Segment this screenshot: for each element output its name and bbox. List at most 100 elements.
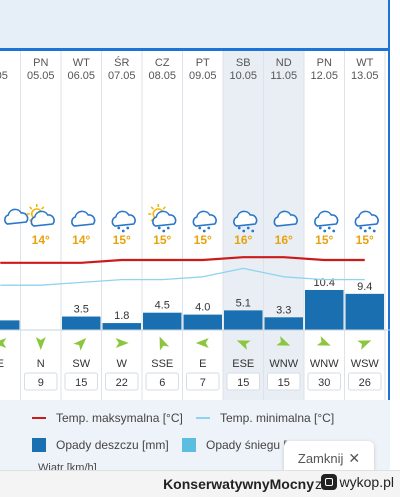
rain-drop-icon (368, 226, 372, 230)
rain-bar (224, 310, 263, 330)
rain-bar (264, 317, 303, 330)
header-accent-line (0, 48, 390, 51)
rain-bar (102, 323, 141, 330)
close-popup-label: Zamknij (297, 450, 344, 466)
rain-value-label: 4.5 (155, 300, 170, 312)
wind-arrow-icon (236, 340, 251, 350)
rain-drop-icon (332, 229, 336, 233)
sun-cloud-icon (30, 210, 55, 227)
site-name: wykop.pl (339, 474, 394, 490)
temperature-label: 14° (32, 233, 50, 247)
day-name: ŚR (114, 56, 129, 69)
wind-speed-box (307, 372, 341, 391)
temperature-label: 15° (356, 233, 374, 247)
rain-drop-icon (318, 226, 322, 230)
rain-value-label: 1.8 (114, 310, 129, 322)
cloud-heavy-rain-icon (233, 210, 258, 227)
close-popup-button[interactable]: Zamknij ✕ (284, 441, 374, 475)
rain-drop-icon (202, 229, 206, 233)
wind-direction-label: ESE (232, 358, 254, 370)
sun-cloud-rain-icon (152, 210, 177, 227)
wind-arrow-icon (195, 338, 209, 348)
rain-drop-icon (372, 229, 376, 233)
wind-speed-label: 22 (116, 377, 128, 389)
close-icon: ✕ (348, 449, 361, 466)
cloud-heavy-rain-icon (354, 210, 379, 227)
legend-snow-swatch (182, 438, 196, 452)
rain-drop-icon (157, 226, 161, 230)
day-name: CZ (155, 57, 170, 69)
legend-rain: Opady deszczu [mm] (32, 438, 169, 452)
temperature-label: 14° (72, 233, 90, 247)
legend-snow-label: Opady śniegu [ (206, 438, 287, 452)
partial-cloud-icon (4, 208, 29, 225)
legend-temp-max-label: Temp. maksymalna [°C] (56, 411, 183, 425)
wind-direction-label: WNW (269, 358, 298, 370)
rain-bar (143, 312, 182, 330)
wind-speed-label: 15 (278, 377, 290, 389)
rain-bar (62, 316, 101, 330)
wind-speed-label: 15 (75, 377, 87, 389)
rain-drop-icon (162, 229, 166, 233)
rain-value-label: 4.0 (195, 302, 210, 314)
temp-min-line (0, 267, 365, 286)
wind-arrow-icon (73, 338, 87, 351)
legend-rain-label: Opady deszczu [mm] (56, 438, 169, 452)
rain-bar (305, 290, 344, 330)
sun-cloud-sun-icon-ray (41, 206, 45, 210)
wind-direction-label: WSW (351, 358, 380, 370)
wind-speed-label: 7 (200, 377, 206, 389)
rain-drop-icon (323, 229, 327, 233)
cloud-rain-icon (111, 210, 136, 227)
day-name: ND (276, 57, 292, 69)
wind-speed-box (348, 372, 382, 391)
wind-speed-box (145, 372, 179, 391)
wind-arrow-icon (159, 336, 170, 351)
legend-temp-max: Temp. maksymalna [°C] (32, 411, 183, 425)
username[interactable]: KonserwatywnyMocny (163, 476, 314, 492)
day-name: WT (73, 57, 90, 69)
sun-cloud-sun-icon-ray (29, 206, 33, 210)
day-date: 12.05 (310, 70, 338, 82)
temperature-label: 15° (194, 233, 212, 247)
attribution-joiner: z (315, 476, 322, 492)
sun-cloud-rain-sun-icon-ray (150, 206, 154, 210)
wind-direction-label: W (117, 358, 128, 370)
forecast-widget: 3.51.84.54.05.13.310.49.4.05PN05.05WT06.… (0, 0, 390, 470)
wind-arrow-icon (276, 336, 291, 346)
rain-drop-icon (198, 226, 202, 230)
day-name: SB (236, 57, 251, 69)
day-date: 07.05 (108, 70, 136, 82)
day-date: .05 (0, 70, 8, 82)
day-name: WT (356, 57, 373, 69)
legend-temp-min-swatch (196, 417, 210, 419)
rain-drop-icon (246, 226, 250, 230)
rain-drop-icon (242, 229, 246, 233)
rain-drop-icon (237, 226, 241, 230)
wind-speed-box (24, 372, 58, 391)
rain-drop-icon (251, 229, 255, 233)
rain-value-label: 5.1 (236, 297, 251, 309)
bottom-attribution-bar: KonserwatywnyMocny z wykop.pl (0, 470, 400, 497)
wind-speed-label: 9 (38, 377, 44, 389)
wind-arrow-icon (316, 336, 331, 346)
rain-drop-icon (359, 226, 363, 230)
rain-bar (0, 320, 20, 330)
wind-speed-box (226, 372, 260, 391)
rain-drop-icon (117, 226, 121, 230)
legend-wind: Wiatr [km/h] (38, 462, 97, 470)
day-date: 08.05 (148, 70, 176, 82)
rain-drop-icon (126, 226, 130, 230)
day-date: 06.05 (67, 70, 95, 82)
wind-speed-box (186, 372, 220, 391)
wind-speed-box (64, 372, 98, 391)
wind-arrow-icon (0, 338, 7, 348)
site-logo[interactable]: wykop.pl (320, 474, 394, 490)
day-name: PN (317, 57, 332, 69)
rain-bar (183, 314, 222, 330)
day-date: 05.05 (27, 70, 55, 82)
day-name: PT (196, 57, 210, 69)
wind-direction-label: N (37, 358, 45, 370)
wind-direction-label: WNW (310, 358, 339, 370)
wind-speed-label: 6 (159, 377, 165, 389)
